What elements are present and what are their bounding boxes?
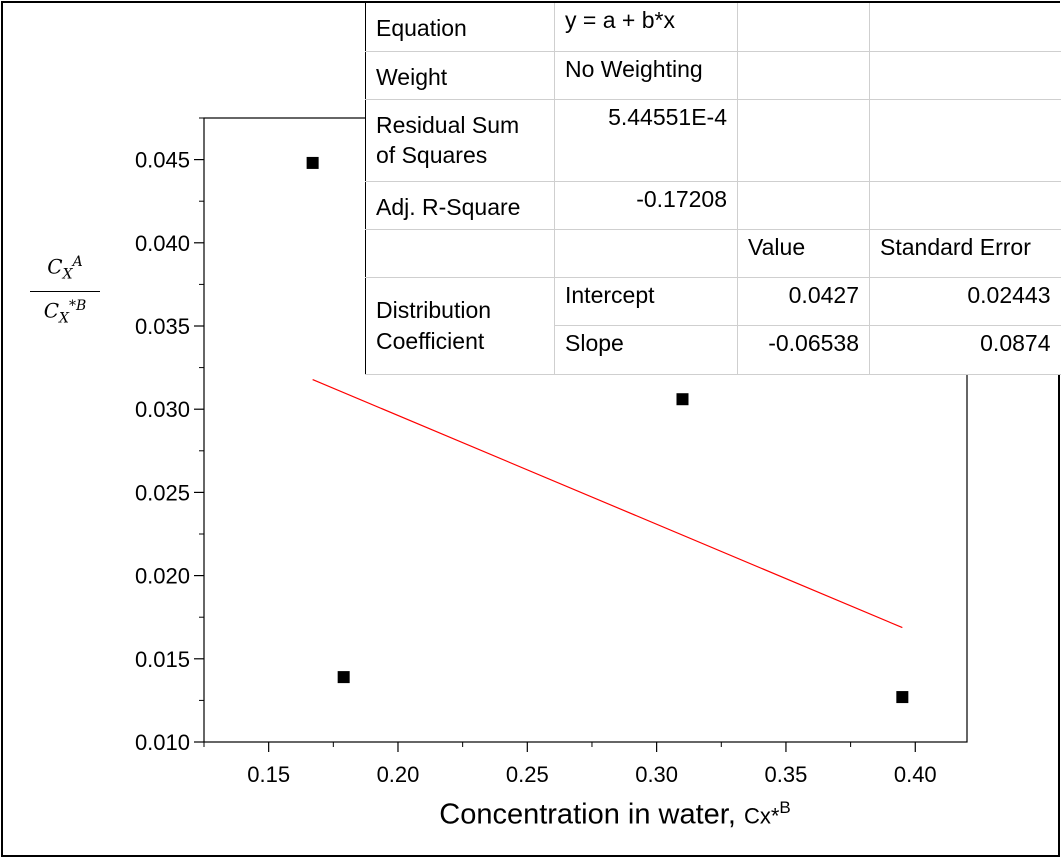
y-tick-label: 0.025 bbox=[135, 480, 190, 505]
slope-value: -0.06538 bbox=[737, 324, 870, 375]
y-tick-label: 0.020 bbox=[135, 564, 190, 589]
value-header: Value bbox=[737, 228, 870, 278]
x-tick-label: 0.35 bbox=[765, 762, 808, 787]
regression-stats-table: Equation y = a + b*x Weight No Weighting… bbox=[365, 3, 1061, 375]
equation-value: y = a + b*x bbox=[554, 3, 738, 52]
y-tick-label: 0.015 bbox=[135, 647, 190, 672]
data-point bbox=[306, 156, 319, 169]
y-tick-label: 0.035 bbox=[135, 314, 190, 339]
adj-r-square-label: Adj. R-Square bbox=[365, 180, 555, 230]
slope-label: Slope bbox=[554, 324, 738, 375]
rss-value: 5.44551E-4 bbox=[554, 98, 738, 182]
intercept-label: Intercept bbox=[554, 276, 738, 326]
distribution-coefficient-label: Distribution Coefficient bbox=[365, 276, 555, 375]
weight-value: No Weighting bbox=[554, 50, 738, 100]
x-tick-label: 0.30 bbox=[635, 762, 678, 787]
intercept-value: 0.0427 bbox=[737, 276, 870, 326]
x-tick-label: 0.20 bbox=[377, 762, 420, 787]
data-point bbox=[337, 671, 350, 684]
slope-stderr: 0.0874 bbox=[869, 324, 1061, 375]
y-tick-label: 0.030 bbox=[135, 397, 190, 422]
x-tick-label: 0.25 bbox=[506, 762, 549, 787]
axis-ticks: 0.15 0.20 0.25 0.30 0.35 0.40 0.045 0.040 0.035 0… bbox=[135, 117, 937, 787]
y-tick-label: 0.010 bbox=[135, 730, 190, 755]
stderr-header: Standard Error bbox=[869, 228, 1061, 278]
y-label-numerator: CXA bbox=[30, 248, 100, 292]
data-point bbox=[676, 393, 689, 406]
rss-label: Residual Sum of Squares bbox=[365, 98, 555, 182]
fit-line bbox=[312, 379, 903, 629]
y-tick-label: 0.045 bbox=[135, 148, 190, 173]
adj-r-square-value: -0.17208 bbox=[554, 180, 738, 230]
fit-line-group bbox=[312, 379, 903, 629]
y-axis-label: CXA CX*B bbox=[30, 248, 100, 332]
y-label-denominator: CX*B bbox=[43, 297, 87, 327]
x-tick-label: 0.40 bbox=[894, 762, 937, 787]
weight-label: Weight bbox=[365, 50, 555, 100]
y-tick-label: 0.040 bbox=[135, 231, 190, 256]
equation-label: Equation bbox=[365, 3, 555, 52]
data-point bbox=[896, 691, 909, 704]
intercept-stderr: 0.02443 bbox=[869, 276, 1061, 326]
x-tick-label: 0.15 bbox=[247, 762, 290, 787]
x-axis-label: Concentration in water, Cx*B bbox=[439, 798, 791, 831]
data-points bbox=[306, 156, 909, 704]
